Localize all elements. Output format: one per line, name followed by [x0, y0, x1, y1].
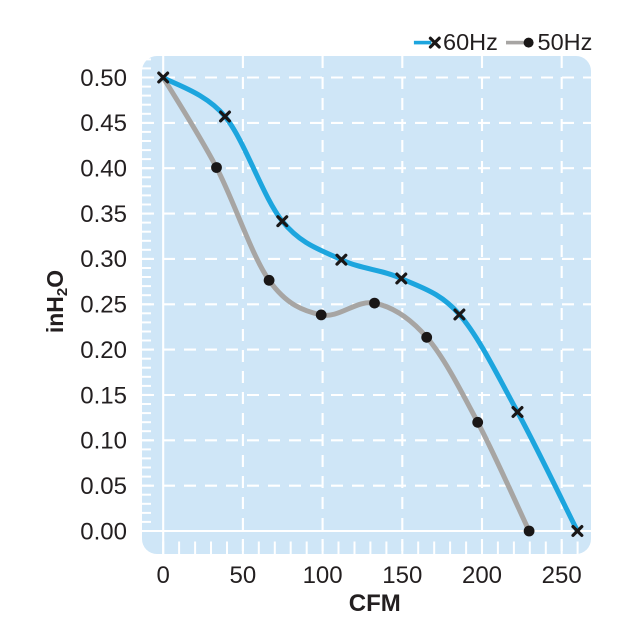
svg-text:150: 150 [382, 562, 422, 589]
svg-text:0.50: 0.50 [80, 65, 127, 92]
svg-text:0.45: 0.45 [80, 110, 127, 137]
svg-text:0.35: 0.35 [80, 201, 127, 228]
svg-text:0.05: 0.05 [80, 473, 127, 500]
svg-text:CFM: CFM [349, 590, 401, 617]
svg-text:0.10: 0.10 [80, 428, 127, 455]
svg-text:250: 250 [542, 562, 582, 589]
svg-text:0.25: 0.25 [80, 292, 127, 319]
svg-text:0.00: 0.00 [80, 518, 127, 545]
svg-text:50: 50 [230, 562, 257, 589]
svg-text:100: 100 [303, 562, 343, 589]
svg-text:200: 200 [462, 562, 502, 589]
svg-text:0: 0 [157, 562, 170, 589]
svg-text:0.30: 0.30 [80, 246, 127, 273]
svg-text:0.20: 0.20 [80, 337, 127, 364]
svg-text:50Hz: 50Hz [538, 29, 593, 55]
svg-text:0.40: 0.40 [80, 156, 127, 183]
svg-text:inH2O: inH2O [42, 270, 71, 333]
svg-text:0.15: 0.15 [80, 382, 127, 409]
svg-text:60Hz: 60Hz [443, 29, 498, 55]
